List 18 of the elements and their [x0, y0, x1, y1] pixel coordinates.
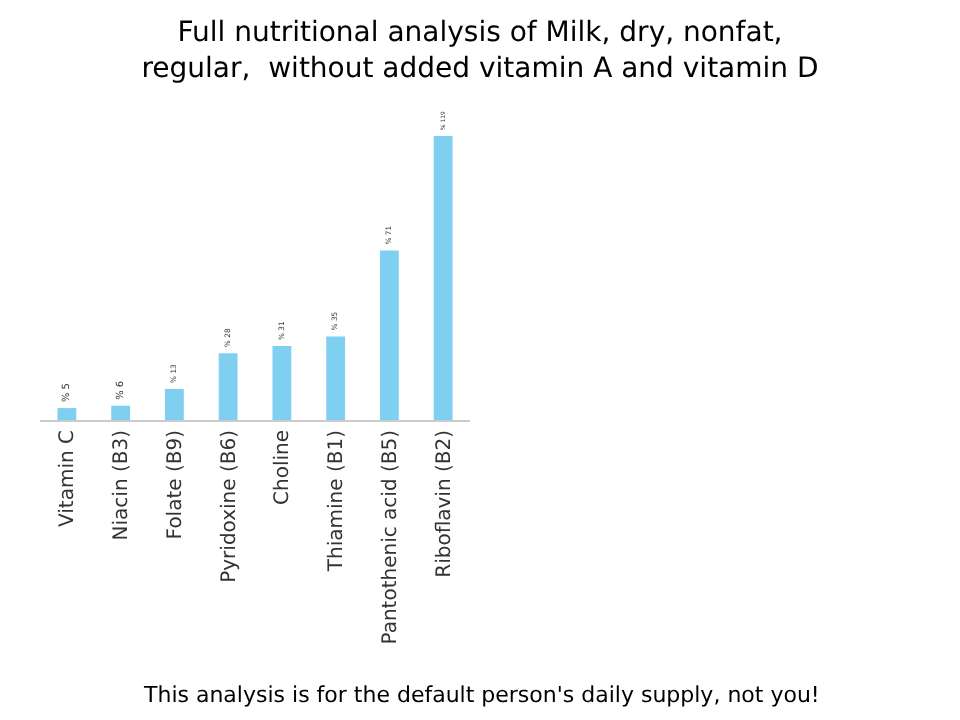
x-tick-label: Vitamin C — [57, 429, 80, 527]
chart-title: Full nutritional analysis of Milk, dry, nonfat, regular, without added vitamin A and vitamin D — [141, 16, 819, 86]
x-tick-label: Choline — [272, 430, 295, 505]
x-tick-label: Thiamine (B1) — [326, 429, 349, 574]
x-tick-label: Pantothenic acid (B5) — [379, 429, 402, 645]
bar — [218, 353, 238, 420]
bar — [57, 408, 77, 420]
bar — [111, 405, 131, 420]
bar — [379, 250, 399, 420]
bar — [326, 336, 346, 420]
bar — [433, 136, 453, 420]
x-tick-label: Riboflavin (B2) — [433, 429, 456, 578]
bar — [272, 346, 292, 420]
text: This analysis is for the default person's daily supply, not you! — [142, 682, 820, 708]
x-tick-label: Niacin (B3) — [111, 429, 134, 541]
bar — [164, 388, 184, 420]
x-tick-label: Pyridoxine (B6) — [218, 429, 241, 583]
x-tick-label: Folate (B9) — [164, 429, 187, 540]
